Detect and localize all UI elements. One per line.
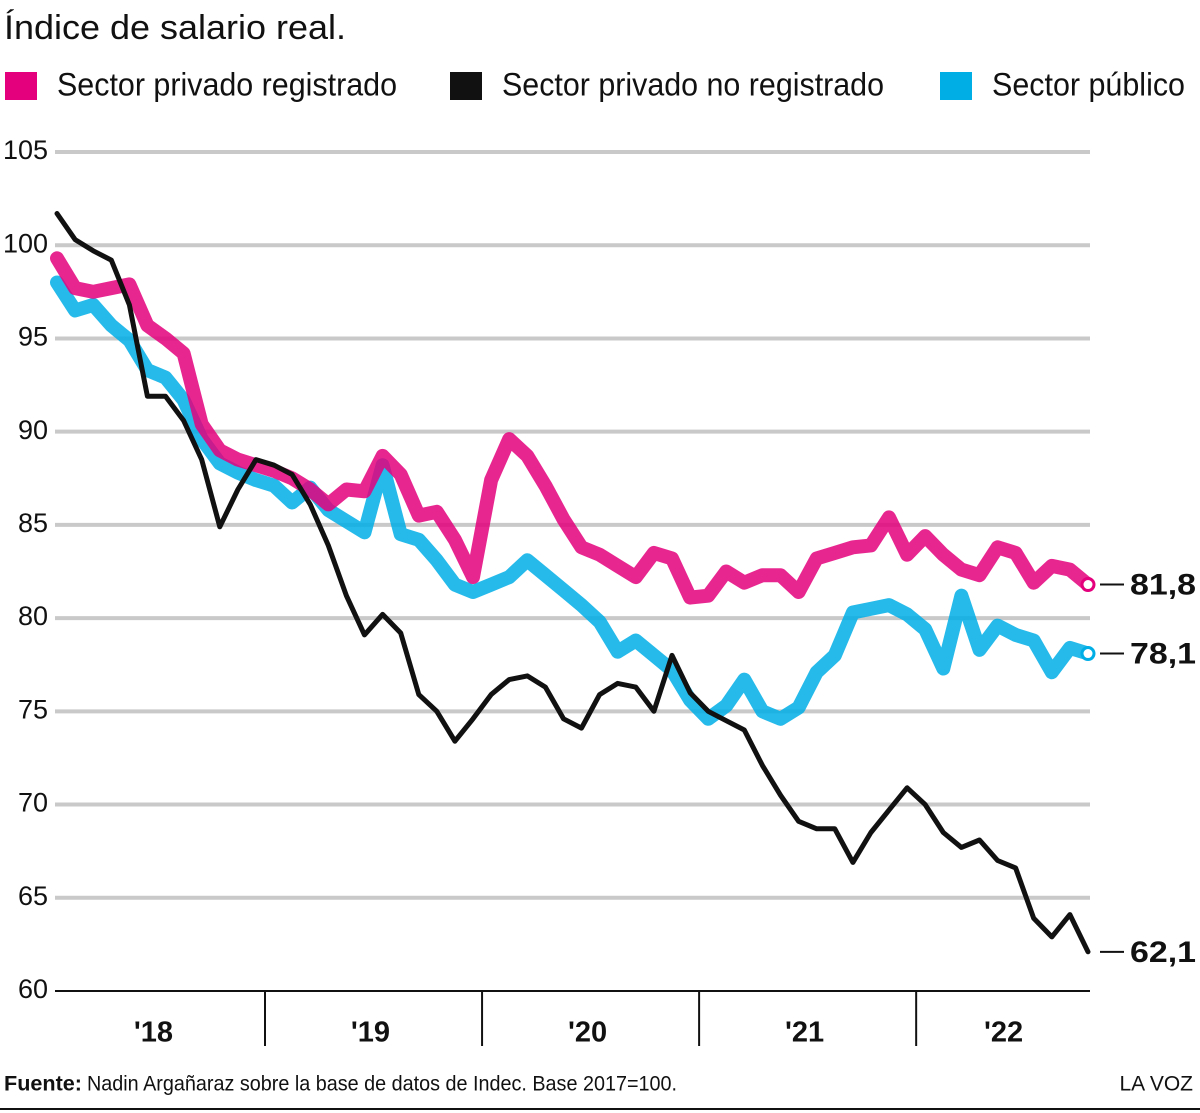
y-tick-label: 85 [18, 508, 48, 538]
y-tick-label: 95 [18, 322, 48, 352]
y-tick-label: 80 [18, 601, 48, 631]
credit: LA VOZ [1119, 1073, 1193, 1096]
y-tick-label: 105 [3, 135, 48, 165]
y-tick-label: 75 [18, 694, 48, 724]
legend-label: Sector privado no registrado [502, 66, 884, 102]
value-label: 62,1 [1130, 936, 1196, 969]
x-tick-label: '19 [351, 1017, 390, 1049]
y-tick-label: 70 [18, 788, 48, 818]
value-label: 81,8 [1130, 568, 1196, 601]
series-line [50, 275, 1095, 726]
series-line [50, 251, 1095, 605]
legend-label: Sector público [992, 66, 1185, 102]
legend-label: Sector privado registrado [57, 66, 397, 102]
x-tick-label: '18 [134, 1017, 173, 1049]
y-tick-label: 60 [18, 974, 48, 1004]
y-tick-label: 65 [18, 881, 48, 911]
chart-title: Índice de salario real. [4, 9, 346, 47]
legend-swatch [940, 72, 972, 100]
end-marker [1080, 646, 1096, 662]
source-text: Nadin Argañaraz sobre la base de datos d… [87, 1073, 677, 1096]
source-label: Fuente: [4, 1073, 82, 1096]
series-line [54, 211, 1091, 955]
end-marker [1080, 577, 1096, 593]
y-tick-label: 100 [3, 228, 48, 258]
value-label: 78,1 [1130, 637, 1196, 670]
x-tick-label: '20 [568, 1017, 607, 1049]
y-tick-label: 90 [18, 415, 48, 445]
x-tick-label: '21 [785, 1017, 824, 1049]
legend-swatch [450, 72, 482, 100]
legend-swatch [5, 72, 37, 100]
x-tick-label: '22 [984, 1017, 1023, 1049]
